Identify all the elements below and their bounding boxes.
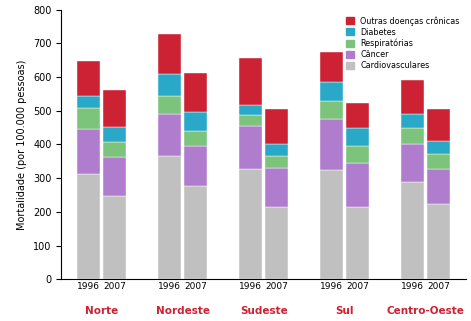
Bar [103,90,126,127]
Bar [77,174,100,279]
Bar [77,61,100,96]
Bar [103,127,126,143]
Bar [239,126,262,169]
Bar [265,207,288,279]
Bar [346,103,369,127]
Text: Nordeste: Nordeste [156,306,210,316]
Bar [158,34,181,74]
Bar [320,119,343,170]
Bar [346,163,369,207]
Bar [427,109,450,141]
Bar [346,127,369,146]
Bar [427,153,450,169]
Bar [320,82,343,100]
Legend: Outras doenças crônicas, Diabetes, Respiratórias, Câncer, Cardiovasculares: Outras doenças crônicas, Diabetes, Respi… [343,14,462,73]
Bar [265,144,288,156]
Text: Centro-Oeste: Centro-Oeste [387,306,465,316]
Bar [103,196,126,279]
Bar [320,170,343,279]
Bar [239,169,262,279]
Bar [158,96,181,114]
Bar [239,105,262,116]
Bar [184,186,207,279]
Bar [239,58,262,105]
Bar [346,207,369,279]
Bar [239,116,262,126]
Bar [158,114,181,156]
Bar [401,114,424,127]
Bar [427,204,450,279]
Bar [77,96,100,108]
Bar [265,156,288,168]
Bar [320,100,343,119]
Bar [401,81,424,114]
Bar [184,112,207,131]
Bar [77,108,100,129]
Text: Norte: Norte [85,306,118,316]
Bar [320,52,343,82]
Bar [401,182,424,279]
Bar [158,74,181,96]
Text: Sudeste: Sudeste [240,306,288,316]
Bar [265,168,288,207]
Bar [184,73,207,112]
Bar [103,143,126,157]
Y-axis label: Mortalidade (por 100.000 pessoas): Mortalidade (por 100.000 pessoas) [17,59,27,230]
Bar [103,157,126,196]
Bar [184,146,207,186]
Bar [401,144,424,182]
Bar [427,141,450,153]
Bar [401,127,424,144]
Bar [158,156,181,279]
Bar [265,109,288,144]
Text: Sul: Sul [335,306,354,316]
Bar [346,146,369,163]
Bar [184,131,207,146]
Bar [77,129,100,174]
Bar [427,169,450,204]
